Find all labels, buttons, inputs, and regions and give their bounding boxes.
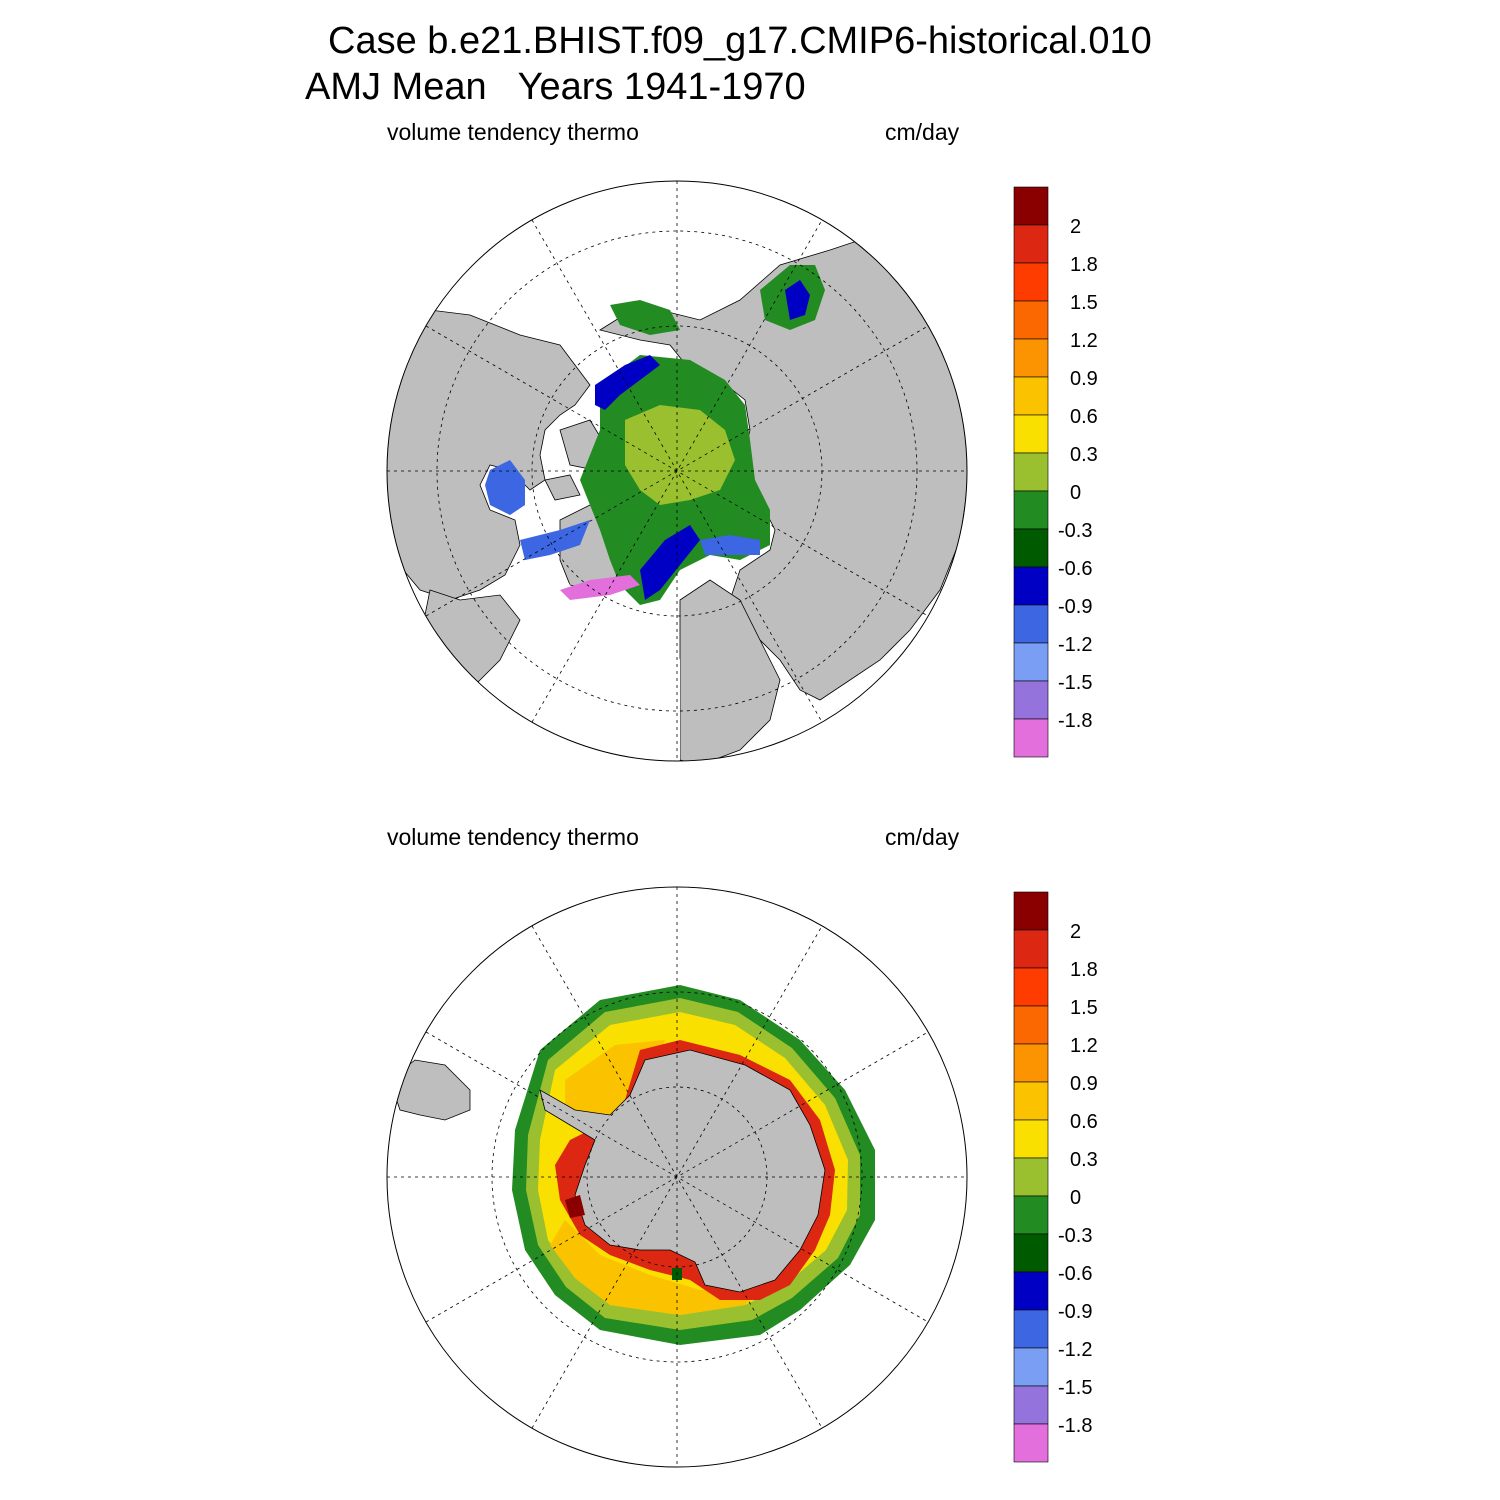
nh-colorbar-tick-label: -0.6 <box>1058 558 1092 580</box>
sh-land-south-america <box>389 1059 471 1121</box>
nh-colorbar-tick-label: 0.9 <box>1070 368 1098 390</box>
nh-ice-okhotsk-blue <box>785 280 810 320</box>
sh-colorbar-box <box>1013 1271 1049 1311</box>
nh-colorbar-box <box>1013 528 1049 568</box>
nh-colorbar-tick-label: -1.2 <box>1058 634 1092 656</box>
sh-colorbar-tick-label: 1.8 <box>1070 959 1098 981</box>
sh-colorbar-box <box>1013 1195 1049 1235</box>
nh-colorbar-box <box>1013 338 1049 378</box>
sh-colorbar-tick-label: -1.5 <box>1058 1377 1092 1399</box>
nh-colorbar-box <box>1013 376 1049 416</box>
sh-colorbar-tick-label: -1.8 <box>1058 1415 1092 1437</box>
nh-map-border <box>386 180 968 762</box>
nh-ice-yellowgreen-core <box>625 405 735 505</box>
nh-colorbar-tick-label: 0.3 <box>1070 444 1098 466</box>
sh-colorbar-tick-label: 0 <box>1070 1187 1081 1209</box>
sh-variable-label: volume tendency thermo <box>387 824 639 850</box>
nh-ice-kara-blue <box>700 535 760 555</box>
sh-colorbar-tick-label: -0.9 <box>1058 1301 1092 1323</box>
sh-colorbar-box <box>1013 1157 1049 1197</box>
nh-colorbar-tick-label: 0.6 <box>1070 406 1098 428</box>
sh-colorbar-box <box>1013 929 1049 969</box>
sh-colorbar-box <box>1013 1005 1049 1045</box>
nh-colorbar-box <box>1013 680 1049 720</box>
sh-colorbar-box <box>1013 967 1049 1007</box>
nh-colorbar-tick-label: -0.9 <box>1058 596 1092 618</box>
plot-title-case: Case b.e21.BHIST.f09_g17.CMIP6-historica… <box>328 20 1152 62</box>
sh-colorbar-tick-label: -0.3 <box>1058 1225 1092 1247</box>
nh-colorbar-box <box>1013 186 1049 226</box>
nh-colorbar-box <box>1013 452 1049 492</box>
sh-colorbar-tick-label: 0.3 <box>1070 1149 1098 1171</box>
sh-land-antarctica <box>539 1049 826 1293</box>
nh-land-asia-east <box>598 239 967 701</box>
nh-variable-label: volume tendency thermo <box>387 119 639 145</box>
nh-colorbar-tick-label: 2 <box>1070 216 1081 238</box>
sh-colorbar-tick-label: 0.6 <box>1070 1111 1098 1133</box>
nh-open-ocean-atlantic <box>520 570 680 760</box>
nh-colorbar-box <box>1013 566 1049 606</box>
nh-units-label: cm/day <box>885 119 960 145</box>
sh-colorbar-box <box>1013 1347 1049 1387</box>
nh-colorbar-box <box>1013 414 1049 454</box>
sh-colorbar-box <box>1013 1423 1049 1463</box>
plot-title-period: AMJ Mean Years 1941-1970 <box>305 66 806 108</box>
sh-colorbar-box <box>1013 1119 1049 1159</box>
sh-colorbar-box <box>1013 1309 1049 1349</box>
sh-colorbar-box <box>1013 891 1049 931</box>
nh-ice-bering-green <box>610 300 680 335</box>
nh-colorbar-tick-label: -0.3 <box>1058 520 1092 542</box>
sh-graticule <box>387 887 967 1467</box>
sh-colorbar-tick-label: 1.5 <box>1070 997 1098 1019</box>
sh-colorbar-tick-label: -1.2 <box>1058 1339 1092 1361</box>
nh-colorbar-box <box>1013 262 1049 302</box>
sh-map-border <box>386 886 968 1468</box>
sh-colorbar-tick-label: 2 <box>1070 921 1081 943</box>
sh-colorbar-box <box>1013 1043 1049 1083</box>
sh-ice-darkred-spot <box>565 1195 585 1218</box>
nh-graticule <box>387 181 967 761</box>
nh-ice-magenta-labrador <box>560 575 640 600</box>
sh-colorbar-box <box>1013 1385 1049 1425</box>
nh-colorbar-box <box>1013 490 1049 530</box>
nh-colorbar-box <box>1013 604 1049 644</box>
sh-colorbar-box <box>1013 1081 1049 1121</box>
nh-colorbar-tick-label: 1.2 <box>1070 330 1098 352</box>
sh-colorbar: 2 1.8 1.5 1.2 0.9 0.6 0.3 0 -0.3 -0.6 -0.9 -1.2 -1.5… <box>1013 891 1098 1463</box>
nh-ice-blue-barents <box>640 525 700 600</box>
nh-colorbar-tick-label: 0 <box>1070 482 1081 504</box>
sh-colorbar-tick-label: -0.6 <box>1058 1263 1092 1285</box>
sh-colorbar-tick-label: 0.9 <box>1070 1073 1098 1095</box>
nh-open-ocean-pacific <box>560 200 740 300</box>
nh-colorbar-tick-label: 1.5 <box>1070 292 1098 314</box>
nh-colorbar-box <box>1013 300 1049 340</box>
sh-units-label: cm/day <box>885 824 960 850</box>
nh-colorbar-box <box>1013 642 1049 682</box>
nh-ice-blue-baffin <box>520 520 590 560</box>
nh-colorbar-box <box>1013 718 1049 758</box>
nh-ice-hudson-bay <box>485 460 525 515</box>
sh-colorbar-box <box>1013 1233 1049 1273</box>
nh-colorbar-tick-label: -1.5 <box>1058 672 1092 694</box>
nh-polar-map <box>386 180 968 762</box>
nh-colorbar-tick-label: -1.8 <box>1058 710 1092 732</box>
nh-colorbar-box <box>1013 224 1049 264</box>
nh-colorbar-tick-label: 1.8 <box>1070 254 1098 276</box>
nh-ice-blue-laptev <box>595 355 660 410</box>
sh-polar-map <box>386 886 968 1468</box>
nh-colorbar: 2 1.8 1.5 1.2 0.9 0.6 0.3 0 -0.3 -0.6 -0.9 -1.2 -1.5… <box>1013 186 1098 758</box>
sh-colorbar-tick-label: 1.2 <box>1070 1035 1098 1057</box>
nh-land-europe <box>679 579 781 761</box>
